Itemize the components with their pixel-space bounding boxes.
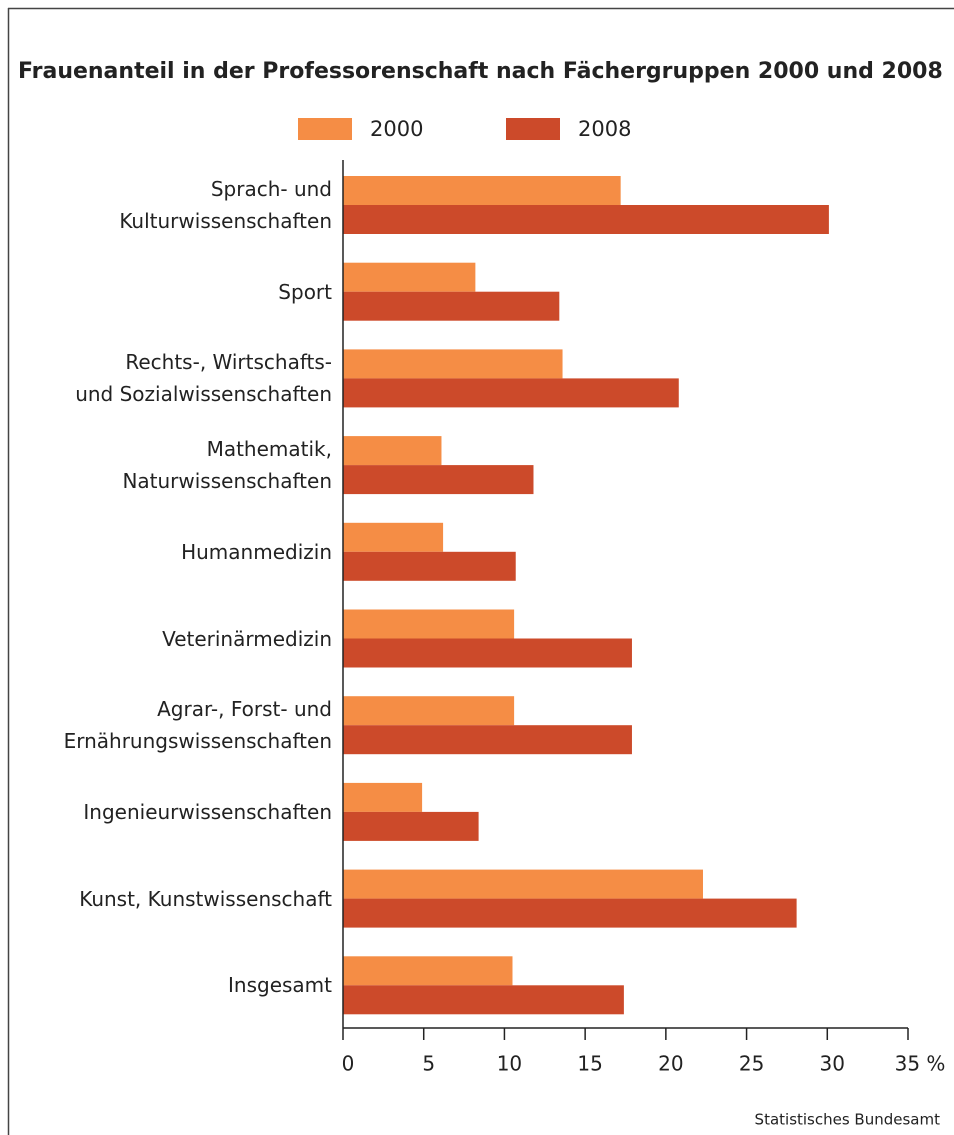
category-label: Veterinärmedizin (162, 626, 332, 651)
legend-label: 2000 (370, 117, 423, 141)
x-tick-label: 35 % (895, 1052, 946, 1076)
bar (343, 956, 513, 986)
legend-swatch (506, 118, 560, 140)
bar (343, 609, 515, 639)
category-label: Sport (278, 279, 332, 304)
category-label: Agrar-, Forst- und Ernährungswissenschaf… (63, 697, 332, 754)
bar (343, 782, 423, 812)
category-label: Humanmedizin (181, 539, 332, 564)
bar (343, 898, 797, 928)
x-tick-label: 10 (497, 1052, 522, 1076)
bar (343, 205, 829, 234)
x-tick-label: 5 (422, 1052, 435, 1076)
x-tick-label: 20 (658, 1052, 683, 1076)
bar (343, 436, 442, 466)
category-label: Sprach- und Kulturwissenschaften (119, 177, 332, 233)
legend-label: 2008 (578, 117, 631, 141)
category-label: Insgesamt (228, 973, 332, 998)
bar (343, 291, 560, 321)
category-label: Mathematik, Naturwissenschaften (122, 437, 332, 494)
chart-title: Frauenanteil in der Professorenschaft na… (18, 59, 943, 84)
x-tick-label: 15 (577, 1052, 602, 1076)
bar (343, 638, 632, 668)
category-label: Ingenieurwissenschaften (83, 799, 332, 824)
bar (343, 725, 632, 755)
category-label: Kunst, Kunstwissenschaft (79, 886, 332, 911)
bar (343, 176, 621, 205)
bar (343, 465, 534, 495)
bar (343, 522, 444, 552)
x-tick-label: 0 (342, 1052, 355, 1076)
bar (343, 869, 703, 899)
bar (343, 262, 476, 292)
x-tick-label: 25 (739, 1052, 764, 1076)
bar (343, 811, 479, 841)
x-tick-label: 30 (820, 1052, 845, 1076)
bar (343, 985, 624, 1015)
bar (343, 551, 516, 581)
bar (343, 349, 563, 379)
legend-swatch (298, 118, 352, 140)
source: Statistisches Bundesamt (755, 1111, 941, 1129)
bar (343, 378, 679, 408)
bar (343, 696, 515, 726)
category-label: Rechts-, Wirtschafts- und Sozialwissensc… (75, 350, 332, 407)
